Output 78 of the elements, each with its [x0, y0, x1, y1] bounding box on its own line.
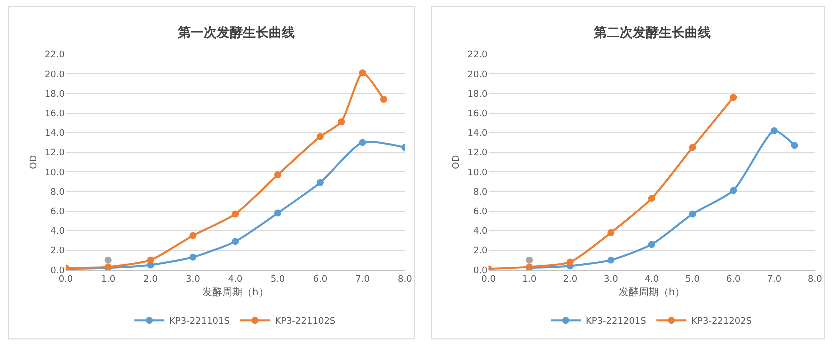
point: [147, 256, 154, 264]
y-axis-title: OD: [452, 155, 462, 170]
x-tick-label: 8.0: [398, 274, 413, 285]
point: [232, 210, 240, 218]
y-tick-label: 0.0: [473, 266, 488, 276]
y-tick-label: 8.0: [473, 188, 488, 198]
x-axis-title: 发酵周期（h）: [618, 286, 686, 298]
point: [359, 139, 366, 146]
point: [608, 256, 615, 264]
y-tick-label: 4.0: [50, 227, 66, 238]
point: [730, 94, 738, 102]
point: [566, 258, 574, 266]
point: [730, 187, 738, 194]
point: [526, 256, 534, 264]
legend-label: KP3-221101S: [170, 317, 230, 328]
x-tick-label: 3.0: [186, 274, 201, 285]
x-tick-label: 1.0: [101, 274, 116, 285]
y-tick-label: 16.0: [468, 109, 488, 120]
chart-title: 第一次发酵生长曲线: [177, 26, 295, 41]
point: [274, 172, 282, 179]
y-tick-label: 10.0: [44, 168, 66, 178]
y-tick-label: 22.0: [44, 50, 66, 61]
y-tick-label: 6.0: [473, 207, 488, 218]
point: [316, 179, 324, 186]
y-tick-label: 14.0: [44, 129, 66, 140]
y-tick-label: 10.0: [468, 168, 488, 178]
point: [274, 210, 282, 217]
y-tick-label: 14.0: [468, 129, 488, 140]
y-tick-label: 8.0: [50, 188, 66, 198]
point: [689, 210, 696, 218]
point: [770, 127, 778, 134]
x-tick-label: 2.0: [144, 274, 158, 285]
point: [190, 232, 197, 240]
x-tick-label: 0.0: [482, 274, 496, 285]
point: [359, 70, 366, 77]
x-tick-label: 7.0: [767, 274, 782, 285]
x-axis-title: 发酵周期（h）: [202, 286, 269, 298]
x-tick-label: 0.0: [58, 274, 74, 285]
legend-label: KP3-221202S: [692, 317, 752, 328]
point: [648, 195, 656, 202]
chart-title: 第二次发酵生长曲线: [593, 26, 711, 41]
y-tick-label: 2.0: [50, 246, 66, 257]
y-tick-label: 12.0: [44, 148, 66, 159]
legend-label: KP3-221102S: [275, 317, 336, 328]
y-tick-label: 20.0: [44, 70, 66, 80]
point: [190, 254, 197, 261]
point: [104, 256, 112, 264]
point: [380, 96, 388, 104]
y-tick-label: 20.0: [468, 70, 488, 80]
x-tick-label: 6.0: [313, 274, 328, 285]
x-tick-label: 7.0: [356, 274, 370, 285]
point: [791, 142, 798, 150]
y-tick-label: 0.0: [50, 266, 66, 276]
y-tick-label: 4.0: [473, 227, 488, 238]
point: [338, 118, 346, 126]
x-tick-label: 3.0: [604, 274, 619, 285]
y-tick-label: 18.0: [44, 90, 66, 100]
point: [648, 241, 656, 248]
y-tick-label: 22.0: [468, 50, 488, 61]
y-tick-label: 12.0: [468, 148, 488, 159]
x-tick-label: 2.0: [563, 274, 578, 285]
y-tick-label: 6.0: [50, 207, 66, 218]
x-tick-label: 4.0: [228, 274, 244, 285]
x-tick-label: 1.0: [522, 274, 537, 285]
x-tick-label: 5.0: [270, 274, 286, 285]
x-tick-label: 8.0: [808, 274, 823, 285]
point: [608, 229, 615, 236]
point: [316, 133, 324, 140]
point: [232, 238, 240, 246]
y-tick-label: 16.0: [44, 109, 66, 120]
x-tick-label: 6.0: [726, 274, 742, 285]
point: [689, 144, 696, 152]
legend-label: KP3-221201S: [586, 317, 647, 328]
x-tick-label: 4.0: [644, 274, 660, 285]
y-tick-label: 2.0: [473, 246, 488, 257]
y-tick-label: 18.0: [468, 90, 488, 100]
x-tick-label: 5.0: [686, 274, 700, 285]
y-axis-title: OD: [29, 155, 40, 170]
